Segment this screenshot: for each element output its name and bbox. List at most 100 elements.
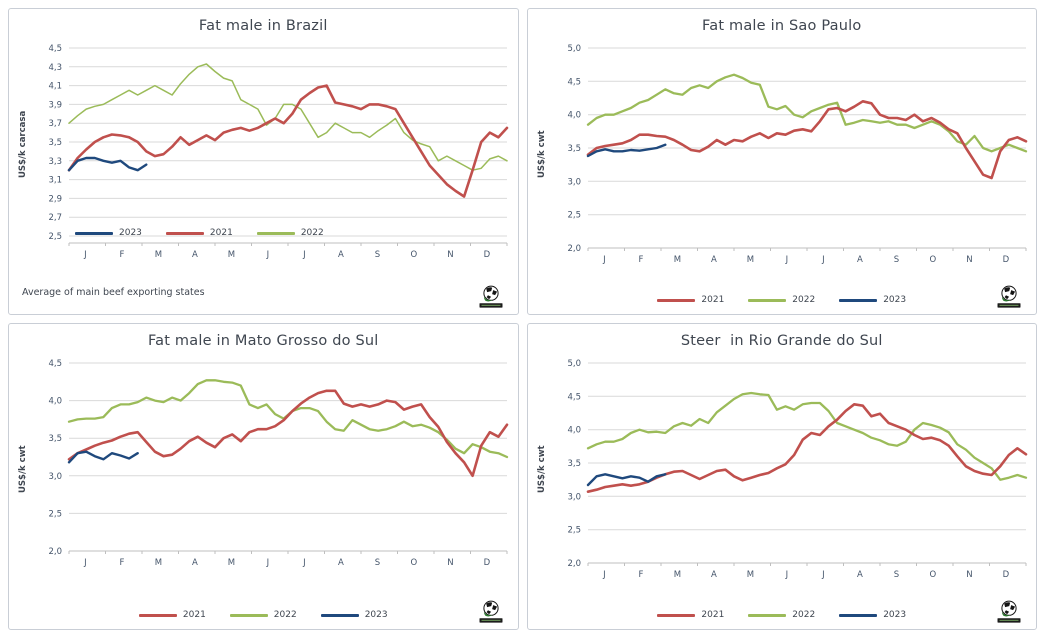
y-tick-label: 2,5 — [48, 509, 62, 519]
x-tick-label: A — [856, 255, 862, 265]
legend-item-2021: 2021 — [138, 610, 206, 620]
x-tick-label: M — [155, 250, 162, 260]
legend-item-2023: 2023 — [839, 295, 906, 305]
x-tick-label: N — [966, 570, 972, 580]
x-tick-label: D — [484, 558, 491, 568]
y-tick-label: 4,0 — [567, 426, 581, 436]
legend-swatch-2021 — [138, 613, 177, 617]
globe-logo-icon — [996, 284, 1022, 309]
series-line-2023 — [67, 450, 139, 464]
globe-logo-icon — [996, 599, 1022, 624]
x-tick-label: N — [447, 250, 453, 260]
x-tick-label: A — [338, 250, 344, 260]
x-tick-label: J — [602, 255, 606, 265]
line-chart-mato-grosso: 4,5 4,0 3,5 3,0 2,5 2,0 J F M A M J J A S O N D — [48, 359, 509, 568]
plot-area: US$/k cwt 4,5 4,0 3,5 3,0 2,5 2,0 J F M A M J J A S O N D — [9, 351, 518, 572]
chart-title-mato-grosso: Fat male in Mato Grosso do Sul — [147, 333, 379, 349]
y-tick-label: 2,0 — [567, 559, 581, 569]
legend-swatch-2022 — [748, 298, 787, 302]
y-tick-label: 2,9 — [48, 194, 62, 204]
y-tick-label: 4,0 — [567, 111, 581, 121]
x-tick-label: M — [746, 570, 753, 580]
legend-label-2022: 2022 — [792, 295, 816, 305]
legend-swatch-2021 — [165, 231, 204, 235]
legend-label-2021: 2021 — [209, 228, 233, 238]
x-tick-label: J — [83, 558, 87, 568]
x-tick-label: J — [266, 250, 270, 260]
legend-label-2023: 2023 — [883, 610, 907, 620]
y-tick-label: 3,7 — [48, 119, 62, 129]
y-tick-label: 3,0 — [567, 492, 581, 502]
x-tick-label: D — [1002, 255, 1009, 265]
x-tick-label: M — [746, 255, 753, 265]
legend-label-2022: 2022 — [273, 610, 297, 620]
series-line-2021 — [586, 100, 1027, 180]
x-tick-label: O — [929, 255, 936, 265]
y-tick-label: 3,5 — [48, 138, 62, 148]
x-tick-label: S — [375, 250, 380, 260]
x-tick-label: M — [673, 570, 680, 580]
legend-label-2021: 2021 — [701, 610, 725, 620]
y-tick-label: 4,5 — [567, 77, 581, 87]
x-tick-label: F — [638, 255, 643, 265]
series-line-2021 — [67, 389, 509, 478]
chart-title-rio-grande: Steer in Rio Grande do Sul — [680, 333, 883, 349]
legend-label-2023: 2023 — [883, 295, 907, 305]
legend-label-2022: 2022 — [792, 610, 816, 620]
line-chart-brazil: 4,5 4,3 4,1 3,9 3,7 3,5 3,3 3,1 2,9 2,7 2,5 J F M A M J J… — [48, 44, 509, 260]
chart-legend: 2021 2022 2023 — [9, 610, 518, 620]
legend-label-2023: 2023 — [364, 610, 388, 620]
globe-logo-icon — [478, 284, 504, 309]
x-tick-label: O — [929, 570, 936, 580]
line-chart-rio-grande: 5,0 4,5 4,0 3,5 3,0 2,5 2,0 J F M A M J J A S O N D — [567, 359, 1027, 580]
y-tick-label: 3,5 — [48, 434, 62, 444]
plot-area: US$/k cwt 5,0 4,5 4,0 3,5 3,0 2,5 2,0 J F M A M J J A S… — [528, 36, 1037, 269]
x-tick-label: F — [638, 570, 643, 580]
series-line-2023 — [586, 143, 667, 158]
x-tick-label: S — [375, 558, 380, 568]
legend-label-2021: 2021 — [182, 610, 206, 620]
x-tick-label: D — [484, 250, 491, 260]
x-tick-label: F — [119, 558, 124, 568]
legend-label-2022: 2022 — [300, 228, 324, 238]
series-line-2022 — [67, 379, 509, 459]
legend-item-2021: 2021 — [657, 610, 724, 620]
legend-item-2022: 2022 — [229, 610, 297, 620]
legend-swatch-2021 — [657, 298, 696, 302]
legend-swatch-2022 — [229, 613, 268, 617]
legend-swatch-2022 — [256, 231, 295, 235]
y-axis-label: US$/k carcasa — [18, 110, 28, 178]
legend-item-2021: 2021 — [657, 295, 724, 305]
legend-swatch-2023 — [75, 231, 113, 235]
legend-item-2022: 2022 — [748, 295, 815, 305]
x-tick-label: N — [447, 558, 453, 568]
x-tick-label: M — [155, 558, 162, 568]
y-tick-label: 4,1 — [48, 82, 62, 92]
y-tick-label: 4,5 — [48, 359, 62, 369]
legend-item-2023: 2023 — [75, 228, 142, 238]
series-line-2022 — [586, 73, 1027, 153]
x-tick-label: M — [673, 255, 680, 265]
x-tick-label: J — [83, 250, 87, 260]
x-tick-label: S — [893, 255, 898, 265]
y-tick-label: 2,5 — [567, 526, 581, 536]
x-tick-label: M — [228, 558, 235, 568]
y-tick-label: 2,5 — [48, 232, 62, 242]
y-tick-label: 5,0 — [567, 44, 581, 54]
x-tick-label: A — [338, 558, 344, 568]
x-tick-label: A — [710, 570, 716, 580]
chart-legend: 2021 2022 2023 — [528, 295, 1037, 305]
x-tick-label: N — [966, 255, 972, 265]
y-tick-label: 2,0 — [48, 547, 62, 557]
y-tick-label: 3,5 — [567, 459, 581, 469]
y-tick-label: 3,1 — [48, 176, 62, 186]
legend-swatch-2023 — [320, 613, 359, 617]
legend-item-2021: 2021 — [165, 228, 233, 238]
y-tick-label: 3,5 — [567, 144, 581, 154]
legend-item-2023: 2023 — [320, 610, 388, 620]
x-tick-label: A — [856, 570, 862, 580]
chart-panel-rio-grande: Steer in Rio Grande do Sul US$/k cwt 5,0… — [526, 323, 1037, 630]
y-tick-label: 3,3 — [48, 157, 62, 167]
x-tick-label: J — [821, 255, 825, 265]
